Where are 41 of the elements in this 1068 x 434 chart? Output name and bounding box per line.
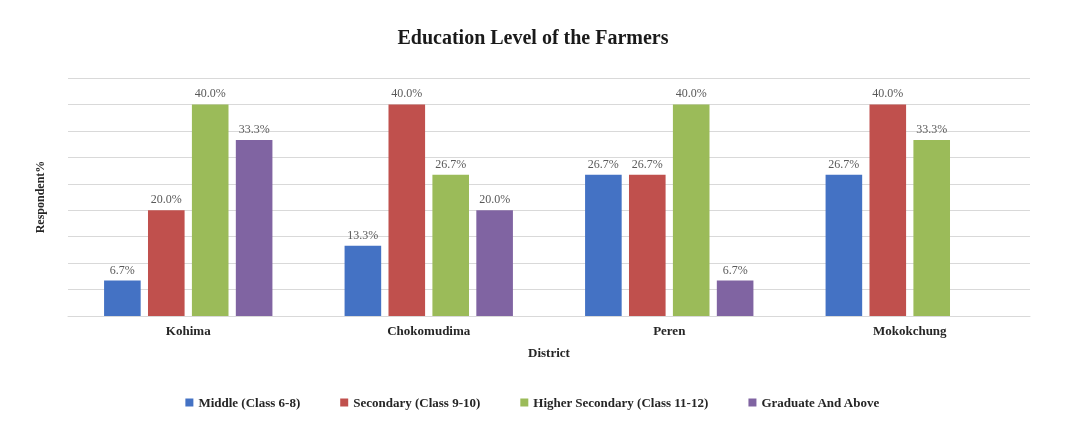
legend-label: Middle (Class 6-8) [198, 395, 301, 410]
bar [869, 104, 907, 316]
bar [672, 104, 710, 316]
x-axis-title: District [528, 345, 571, 360]
data-label: 6.7% [722, 262, 748, 277]
data-label: 13.3% [347, 227, 379, 242]
data-label: 26.7% [587, 156, 619, 171]
legend-label: Secondary (Class 9-10) [353, 395, 481, 410]
legend-label: Higher Secondary (Class 11-12) [533, 395, 709, 410]
bar [235, 139, 273, 316]
chart-title: Education Level of the Farmers [397, 26, 669, 48]
bar [585, 174, 622, 316]
bar [716, 280, 754, 316]
bar [913, 139, 951, 316]
data-label: 40.0% [391, 86, 423, 101]
data-label: 40.0% [675, 86, 707, 101]
data-label: 20.0% [479, 192, 511, 207]
data-label: 20.0% [150, 192, 182, 207]
data-label: 40.0% [872, 86, 904, 101]
x-tick-label: Kohima [165, 323, 212, 338]
bar [104, 280, 141, 316]
bar [825, 174, 863, 316]
y-axis-title: Respondent% [33, 160, 47, 234]
data-label: 40.0% [194, 86, 226, 101]
bar [432, 174, 470, 316]
x-tick-label: Peren [653, 323, 687, 338]
bar [476, 210, 513, 316]
bar [147, 210, 185, 316]
x-tick-label: Chokomudima [387, 323, 471, 338]
data-label: 33.3% [238, 121, 270, 136]
bar [344, 245, 382, 316]
bar [388, 104, 426, 316]
data-label: 26.7% [631, 156, 663, 171]
data-label: 26.7% [435, 156, 467, 171]
bar [628, 174, 666, 316]
data-label: 6.7% [109, 262, 135, 277]
legend-label: Graduate And Above [761, 395, 880, 410]
x-tick-label: Mokokchung [872, 323, 948, 338]
bar [191, 104, 229, 316]
data-label: 26.7% [828, 156, 860, 171]
data-label: 33.3% [916, 121, 948, 136]
